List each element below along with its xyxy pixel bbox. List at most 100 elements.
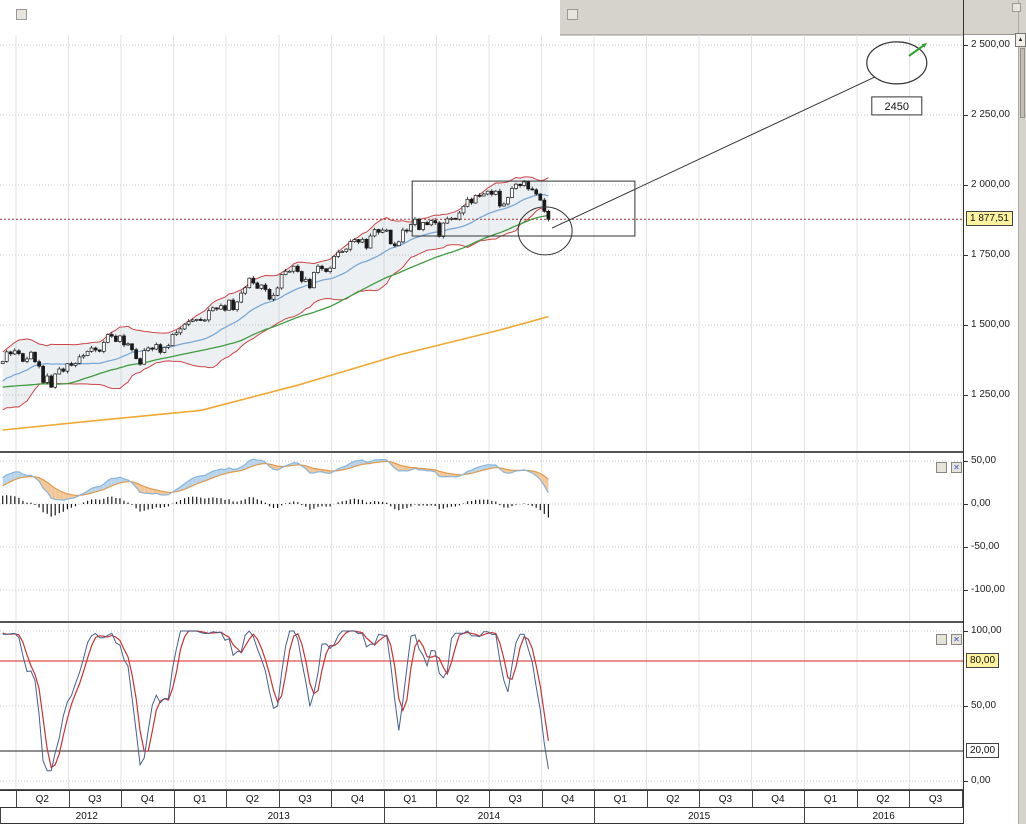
top-filler — [560, 0, 963, 35]
macd-tick-label: 0,00 — [971, 498, 991, 509]
quarter-tick — [226, 791, 228, 807]
stoch-level-label: 80,00 — [966, 653, 1000, 668]
macd-tick-label: 50,00 — [971, 455, 997, 466]
axis-tick — [964, 706, 968, 707]
quarter-label: Q2 — [35, 794, 49, 805]
year-tick — [0, 808, 1, 824]
year-tick — [804, 808, 806, 824]
year-label: 2016 — [872, 811, 895, 822]
axis-tick — [964, 325, 968, 326]
chart-tool-button[interactable] — [16, 9, 27, 20]
quarter-label: Q2 — [876, 794, 890, 805]
scrollbar-thumb[interactable] — [1020, 48, 1025, 118]
sma50-line — [2, 214, 549, 388]
quarter-label: Q2 — [245, 794, 260, 805]
quarter-label: Q2 — [455, 794, 470, 805]
quarter-tick — [16, 791, 17, 807]
price-tick-label: 2 250,00 — [971, 109, 1010, 120]
corner-button[interactable] — [1012, 3, 1021, 12]
macd-indicator-panel[interactable] — [0, 452, 963, 622]
quarter-tick — [909, 791, 911, 807]
axis-tick — [964, 185, 968, 186]
quarter-tick — [278, 791, 280, 807]
ma200-line — [2, 315, 549, 431]
axis-tick — [964, 115, 968, 116]
bollinger-upper — [2, 176, 549, 353]
axis-tick — [964, 45, 968, 46]
price-axis[interactable]: 2 500,00 2 250,00 2 000,00 1 750,00 1 500,00… — [963, 0, 1019, 824]
macd-tick-label: -100,00 — [971, 584, 1005, 595]
year-tick — [594, 808, 595, 824]
quarter-tick — [121, 791, 123, 807]
price-chart-panel[interactable]: 2450 — [0, 0, 963, 452]
price-tick-label: 1 750,00 — [971, 249, 1010, 260]
quarter-tick — [751, 791, 753, 807]
price-tick-label: 1 250,00 — [971, 389, 1010, 400]
stoch-panel-controls: ✕ — [936, 634, 962, 645]
stoch-tick-label: 50,00 — [971, 700, 997, 711]
year-tick — [173, 808, 175, 824]
quarter-tick — [856, 791, 858, 807]
macd-line — [2, 458, 549, 501]
quarter-tick — [804, 791, 806, 807]
quarter-tick — [68, 791, 70, 807]
axis-tick — [964, 504, 968, 505]
stoch-tick-label: 0,00 — [971, 775, 991, 786]
macd-settings-icon[interactable] — [936, 462, 947, 473]
year-row: 2012 2013 2014 2015 2016 — [0, 808, 963, 824]
year-label: 2014 — [477, 811, 501, 822]
quarter-tick — [961, 791, 963, 807]
stoch-close-icon[interactable]: ✕ — [951, 634, 962, 645]
quarter-label: Q3 — [718, 794, 733, 805]
price-tick-label: 2 000,00 — [971, 179, 1010, 190]
year-tick — [383, 808, 385, 824]
chart-tool-button-2[interactable] — [567, 9, 578, 20]
price-target-label[interactable]: 2450 — [871, 96, 923, 116]
stoch-d-line — [2, 630, 549, 769]
scroll-up-button[interactable]: ▲ — [1015, 33, 1026, 47]
green-arrow-icon[interactable] — [908, 43, 928, 57]
stoch-tick-label: 100,00 — [971, 625, 1002, 636]
drawn-circle[interactable] — [517, 206, 573, 256]
target-ellipse[interactable] — [866, 41, 928, 85]
quarter-tick — [699, 791, 701, 807]
sma20-line — [2, 193, 549, 382]
quarter-tick — [436, 791, 438, 807]
stochastic-indicator-panel[interactable] — [0, 622, 963, 790]
last-price-label: 1 877,51 — [966, 211, 1013, 227]
candlestick-series — [0, 180, 551, 389]
axis-tick — [964, 781, 968, 782]
year-label: 2013 — [267, 811, 290, 822]
stoch-level-label: 20,00 — [966, 743, 1000, 758]
vertical-scrollbar[interactable] — [1018, 0, 1026, 824]
quarter-label: Q4 — [561, 794, 575, 805]
projection-trendline[interactable] — [551, 76, 876, 229]
quarter-tick — [331, 791, 333, 807]
time-axis[interactable]: Q2 Q3 Q4 Q1 Q2 Q3 Q4 Q1 Q2 Q3 Q4 Q1 Q2 Q3 Q4 Q1 Q2 Q3 2012… — [0, 790, 963, 824]
quarter-label: Q3 — [88, 794, 102, 805]
price-tick-label: 1 500,00 — [971, 319, 1010, 330]
quarter-tick — [173, 791, 175, 807]
quarter-tick — [541, 791, 543, 807]
quarter-tick — [594, 791, 595, 807]
year-label: 2015 — [687, 811, 711, 822]
quarter-label: Q1 — [613, 794, 627, 805]
drawn-rectangle[interactable] — [411, 180, 636, 237]
stoch-settings-icon[interactable] — [936, 634, 947, 645]
macd-close-icon[interactable]: ✕ — [951, 462, 962, 473]
quarter-tick — [383, 791, 385, 807]
quarter-label: Q1 — [823, 794, 838, 805]
quarter-row: Q2 Q3 Q4 Q1 Q2 Q3 Q4 Q1 Q2 Q3 Q4 Q1 Q2 Q3 Q4 Q1 Q2 Q3 — [0, 791, 963, 808]
svg-text:2450: 2450 — [885, 101, 909, 113]
grid — [0, 35, 963, 452]
price-tick-label: 2 500,00 — [971, 39, 1010, 50]
macd-panel-controls: ✕ — [936, 462, 962, 473]
axis-tick — [964, 395, 968, 396]
axis-tick — [964, 590, 968, 591]
axis-tick — [964, 461, 968, 462]
up-arrow-icon: ▲ — [1017, 37, 1024, 43]
quarter-tick — [488, 791, 490, 807]
year-label: 2012 — [75, 811, 98, 822]
axis-top-filler — [964, 0, 1019, 35]
stoch-k-line — [2, 630, 549, 772]
